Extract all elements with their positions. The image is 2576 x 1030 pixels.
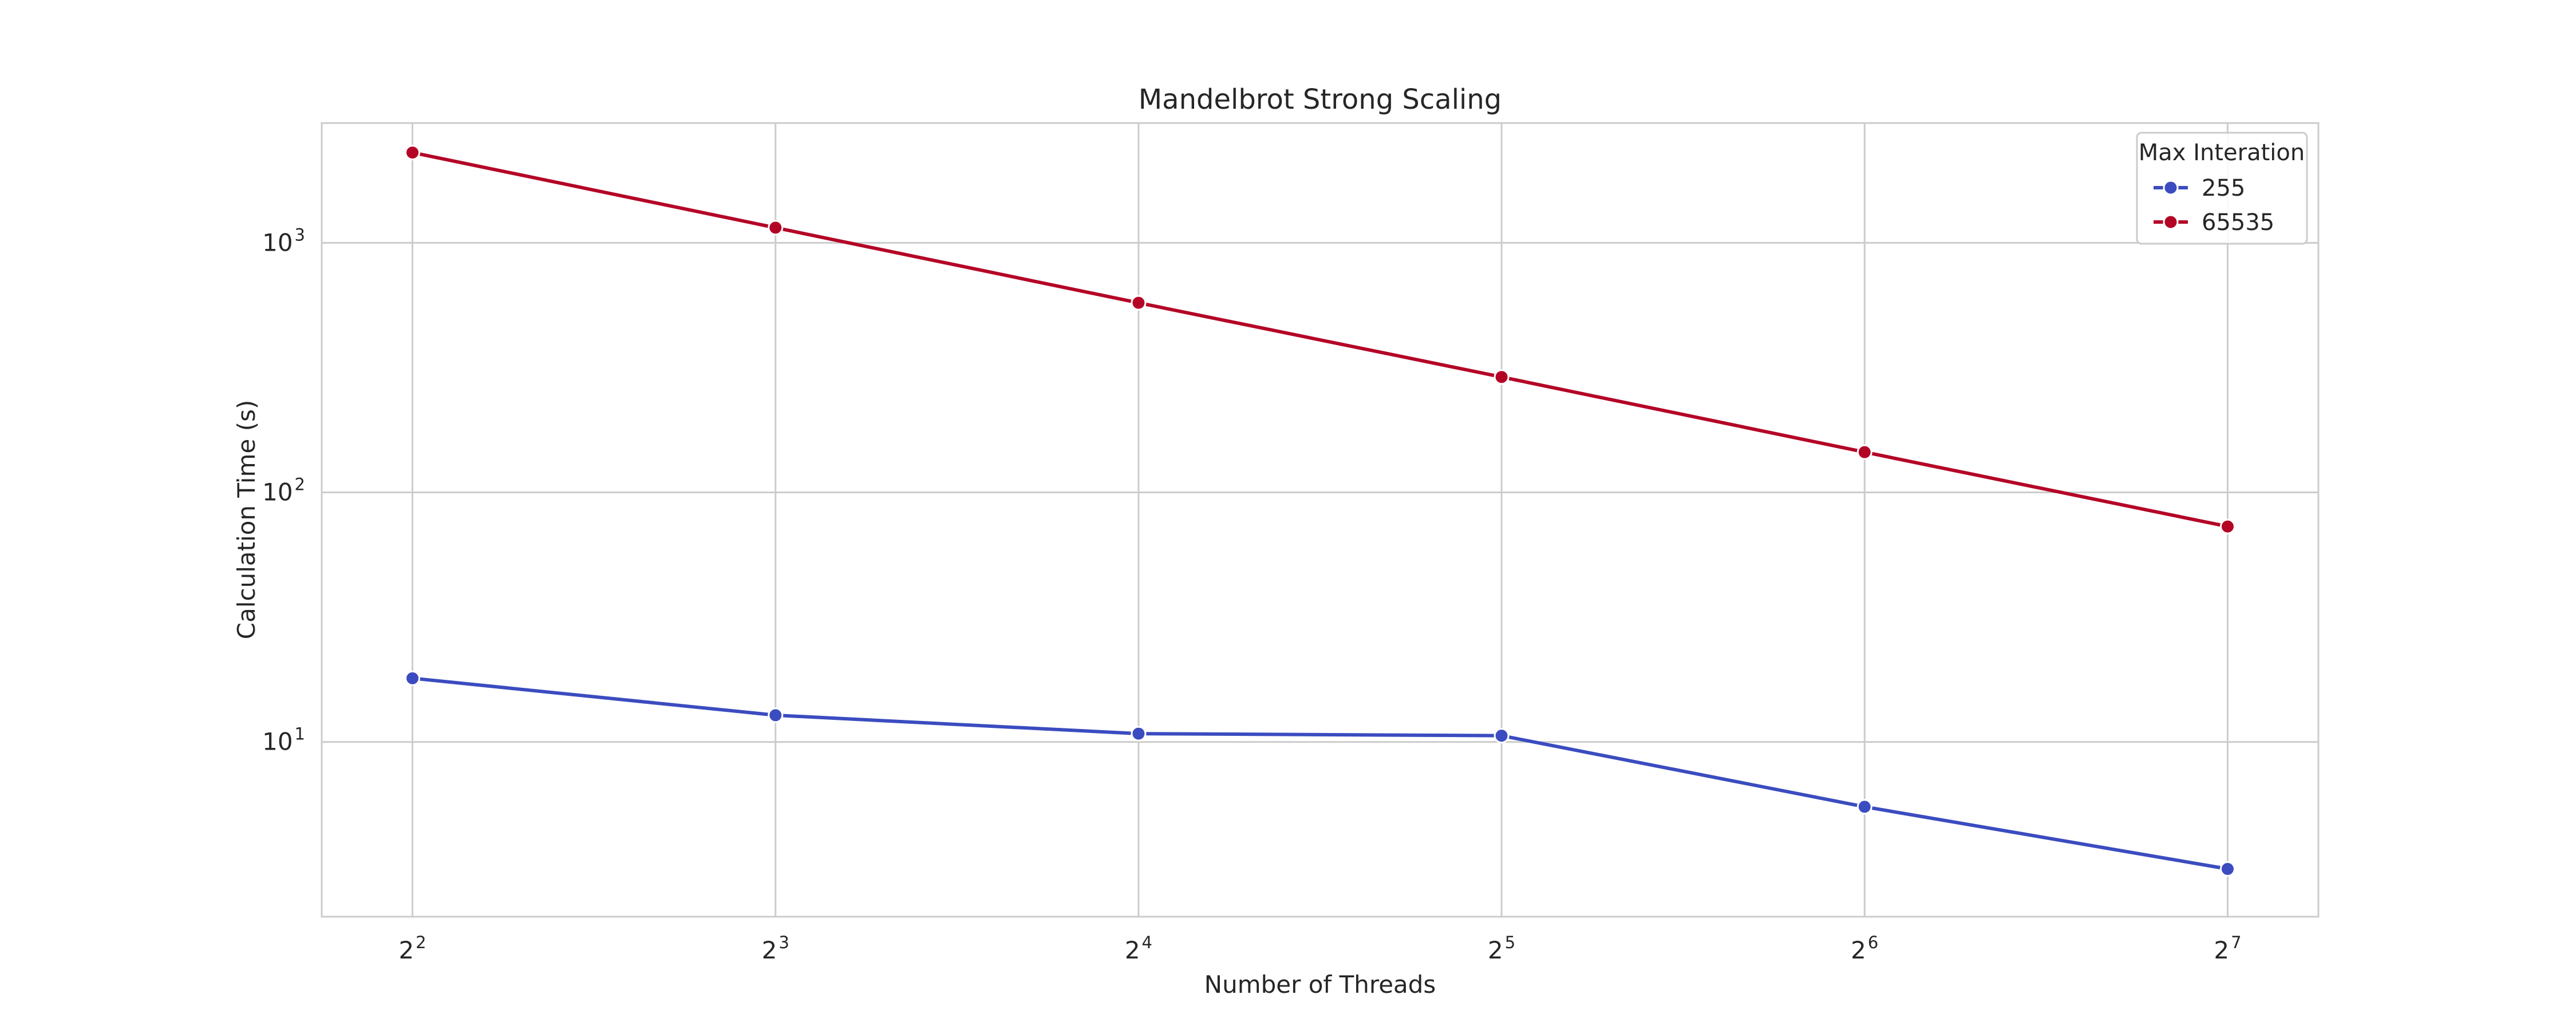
- x-tick-base: 2: [2214, 936, 2229, 964]
- chart-title: Mandelbrot Strong Scaling: [1139, 84, 1502, 116]
- y-tick-exponent: 2: [295, 475, 305, 494]
- x-tick-base: 2: [762, 936, 777, 964]
- series-layer: [405, 145, 2235, 877]
- data-point-255-3: [1131, 726, 1147, 742]
- x-tick-base: 2: [1488, 936, 1503, 964]
- x-tick-base: 2: [398, 936, 414, 964]
- y-tick-exponent: 3: [295, 225, 305, 244]
- y-tick-label-3: 10 3: [262, 225, 305, 256]
- data-point-255-2: [768, 707, 784, 723]
- x-tick-exponent: 3: [779, 933, 789, 952]
- plot-frame: [321, 122, 2320, 918]
- data-point-65535-4: [1494, 369, 1510, 385]
- data-point-255-1: [405, 670, 421, 686]
- data-point-65535-5: [1856, 444, 1872, 460]
- y-tick-base: 10: [262, 728, 293, 756]
- data-point-255-6: [2219, 861, 2235, 877]
- legend-box: [2136, 132, 2308, 245]
- data-point-255-4: [1494, 728, 1510, 744]
- y-tick-base: 10: [262, 228, 293, 256]
- series-line-255: [410, 676, 2230, 871]
- y-tick-label-1: 10 1: [262, 724, 305, 756]
- legend-marker-255: [2163, 180, 2179, 196]
- legend-title: Max Interation: [2139, 140, 2305, 166]
- x-tick-exponent: 5: [1505, 933, 1515, 952]
- data-point-255-5: [1856, 799, 1872, 815]
- x-tick-base: 2: [1125, 936, 1140, 964]
- x-tick-exponent: 2: [416, 933, 426, 952]
- data-point-65535-3: [1131, 295, 1147, 311]
- y-tick-base: 10: [262, 478, 293, 506]
- x-tick-base: 2: [1851, 936, 1866, 964]
- data-point-65535-2: [768, 220, 784, 236]
- y-tick-label-2: 10 2: [262, 475, 305, 506]
- x-tick-exponent: 7: [2231, 933, 2241, 952]
- legend-label-255: 255: [2202, 175, 2245, 201]
- x-tick-exponent: 4: [1142, 933, 1152, 952]
- legend: Max Interation 255 65535: [2136, 132, 2308, 245]
- legend-label-65535: 65535: [2202, 209, 2274, 236]
- y-axis-label: Calculation Time (s): [232, 400, 260, 639]
- series-line-65535: [410, 150, 2230, 529]
- legend-marker-65535: [2163, 214, 2179, 230]
- y-tick-exponent: 1: [295, 724, 305, 744]
- data-point-65535-6: [2219, 518, 2235, 534]
- x-axis-label: Number of Threads: [1204, 970, 1436, 999]
- legend-entries: 255 65535: [2154, 175, 2274, 236]
- data-point-65535-1: [405, 145, 421, 161]
- x-tick-exponent: 6: [1868, 933, 1878, 952]
